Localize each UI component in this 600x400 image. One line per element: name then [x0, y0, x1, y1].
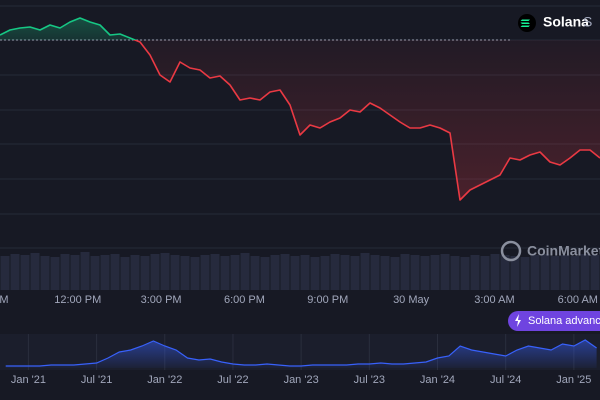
legend: Solana S: [518, 14, 592, 32]
volume-bar: [430, 255, 440, 290]
volume-bar: [500, 255, 510, 290]
volume-bar: [440, 254, 450, 290]
volume-bar: [530, 255, 540, 290]
badge-icon: [515, 314, 521, 327]
volume-bar: [150, 254, 160, 290]
navigator-tick-label: Jul '22: [217, 374, 248, 386]
x-tick-label: 6:00 PM: [224, 294, 265, 306]
volume-bar: [50, 257, 60, 290]
volume-bar: [580, 254, 590, 290]
volume-bar: [40, 256, 50, 290]
navigator-tick-label: Jul '24: [490, 374, 521, 386]
volume-bar: [330, 254, 340, 290]
volume-bar: [110, 254, 120, 290]
volume-bar: [350, 256, 360, 290]
navigator-area: [5, 340, 597, 368]
volume-bar: [340, 255, 350, 290]
x-tick-label: 3:00 PM: [141, 294, 182, 306]
x-tick-label: 12:00 PM: [54, 294, 101, 306]
watermark-logo: [500, 240, 522, 262]
volume-bar: [280, 254, 290, 290]
volume-bar: [60, 254, 70, 290]
volume-bar: [560, 255, 570, 290]
volume-bar: [240, 253, 250, 290]
volume-bar: [420, 256, 430, 290]
navigator-line: [5, 339, 597, 367]
volume-bar: [520, 257, 530, 290]
volume-bar: [590, 255, 600, 290]
volume-bar: [380, 256, 390, 290]
volume: [0, 252, 600, 290]
volume-bar: [490, 254, 500, 290]
volume-bar: [100, 255, 110, 290]
price-line: [0, 17, 600, 201]
watermark: CoinMarketC: [500, 240, 600, 262]
volume-bar: [400, 254, 410, 290]
navigator-tick-label: Jan '23: [284, 374, 319, 386]
volume-bar: [170, 255, 180, 290]
price: [0, 17, 600, 201]
navigator-tick-label: Jan '24: [420, 374, 455, 386]
volume-bar: [270, 255, 280, 290]
badge-text[interactable]: Solana advances: [528, 315, 600, 327]
volume-bar: [120, 257, 130, 290]
coin-symbol: S: [583, 14, 592, 30]
volume-bar: [90, 256, 100, 290]
price-area: [0, 18, 600, 200]
volume-bar: [220, 256, 230, 290]
volume-bar: [0, 256, 10, 290]
navigator-tick-label: Jul '21: [81, 374, 112, 386]
volume-bar: [550, 256, 560, 290]
volume-bar: [310, 257, 320, 290]
navigator-tick-label: Jan '22: [147, 374, 182, 386]
volume-bar: [470, 255, 480, 290]
volume-bar: [180, 256, 190, 290]
volume-bar: [20, 255, 30, 290]
volume-bar: [450, 256, 460, 290]
volume-bar: [250, 256, 260, 290]
x-tick-label: M: [0, 294, 9, 306]
badge[interactable]: Solana advances: [508, 311, 600, 331]
volume-bar: [510, 256, 520, 290]
volume-bar: [260, 257, 270, 290]
navigator-tick-label: Jan '21: [11, 374, 46, 386]
volume-bar: [130, 255, 140, 290]
coin-name: Solana: [543, 14, 589, 30]
navigator: Jan '21 Jul '21 Jan '22 Jul '22 Jan '23 Jul '…: [0, 334, 600, 386]
x-tick-label: 6:00 AM: [558, 294, 598, 306]
volume-bar: [360, 253, 370, 290]
x-tick-label: 9:00 PM: [307, 294, 348, 306]
volume-bar: [210, 254, 220, 290]
volume-bar: [190, 257, 200, 290]
volume-bar: [10, 254, 20, 290]
volume-bar: [540, 254, 550, 290]
volume-bar: [140, 256, 150, 290]
badge-bg[interactable]: [508, 311, 600, 331]
volume-bar: [320, 256, 330, 290]
navigator-tick-label: Jul '23: [354, 374, 385, 386]
volume-bar: [290, 256, 300, 290]
x-tick-label: 30 May: [393, 294, 430, 306]
volume-bar: [70, 255, 80, 290]
coin-glyph: [520, 19, 530, 27]
x-axis: M 12:00 PM 3:00 PM 6:00 PM 9:00 PM 30 May 3:00…: [0, 294, 598, 306]
volume-bar: [80, 252, 90, 290]
volume-bar: [230, 255, 240, 290]
volume-bar: [160, 253, 170, 290]
volume-bar: [460, 257, 470, 290]
navigator-tick-label: Jan '25: [556, 374, 591, 386]
x-tick-label: 3:00 AM: [474, 294, 514, 306]
volume-bar: [390, 257, 400, 290]
volume-bar: [300, 255, 310, 290]
volume-bar: [480, 256, 490, 290]
watermark-text: CoinMarketC: [527, 243, 600, 259]
volume-bar: [570, 256, 580, 290]
volume-bar: [30, 253, 40, 290]
volume-bar: [370, 255, 380, 290]
volume-bar: [410, 255, 420, 290]
volume-bar: [200, 255, 210, 290]
